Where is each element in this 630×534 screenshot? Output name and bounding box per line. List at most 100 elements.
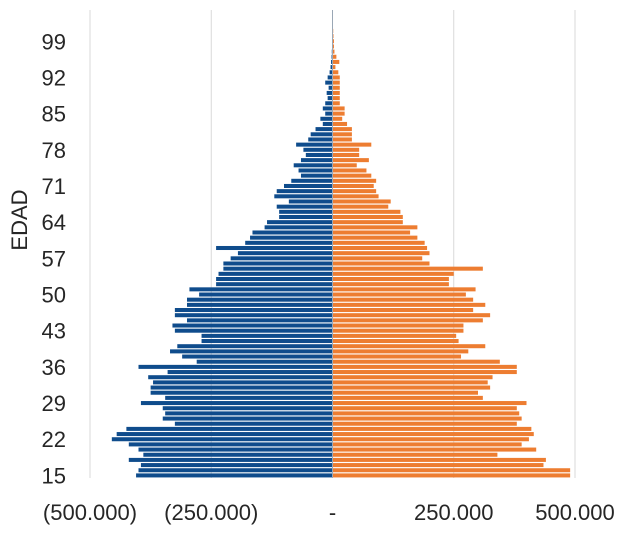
- bar-right-age-70: [332, 189, 377, 194]
- bar-left-age-76: [300, 158, 333, 163]
- y-tick-label-36: 36: [42, 355, 66, 380]
- bar-right-age-95: [332, 59, 340, 64]
- bar-left-age-41: [201, 339, 333, 344]
- bar-left-age-37: [196, 359, 333, 364]
- bar-right-age-59: [332, 245, 428, 251]
- bar-left-age-49: [187, 297, 333, 302]
- bar-right-age-36: [332, 364, 517, 369]
- bar-right-age-62: [332, 230, 411, 235]
- bar-right-age-63: [332, 225, 418, 230]
- bar-left-age-18: [128, 457, 333, 462]
- bar-left-age-22: [111, 437, 333, 442]
- bar-right-age-58: [332, 251, 430, 256]
- bar-left-age-35: [167, 370, 333, 375]
- bar-right-age-32: [332, 385, 491, 390]
- bar-right-age-19: [332, 452, 498, 457]
- bar-left-age-87: [325, 101, 333, 106]
- bar-right-age-16: [332, 468, 571, 473]
- x-tick-labels: (500.000) (250.000) - 250.000 500.000: [43, 500, 615, 525]
- bar-right-age-43: [332, 328, 464, 333]
- bars: [111, 10, 571, 478]
- bar-left-age-62: [252, 230, 333, 235]
- bar-left-age-17: [140, 463, 333, 468]
- bar-right-age-80: [332, 137, 352, 142]
- y-tick-label-99: 99: [42, 29, 66, 54]
- bar-left-age-73: [300, 173, 333, 178]
- bar-right-age-17: [332, 463, 544, 468]
- bar-right-age-90: [332, 85, 340, 90]
- bar-left-age-45: [187, 318, 333, 323]
- bar-right-age-85: [332, 111, 345, 116]
- bar-right-age-41: [332, 339, 459, 344]
- bar-left-age-61: [250, 235, 333, 240]
- bar-right-age-46: [332, 313, 491, 318]
- y-tick-label-22: 22: [42, 427, 66, 452]
- bar-left-age-43: [174, 328, 333, 333]
- y-tick-label-15: 15: [42, 463, 66, 488]
- bar-left-age-64: [267, 220, 333, 225]
- bar-right-age-44: [332, 323, 464, 328]
- bar-left-age-25: [174, 421, 333, 426]
- y-tick-label-50: 50: [42, 283, 66, 308]
- bar-right-age-40: [332, 344, 486, 349]
- bar-left-age-91: [325, 80, 333, 85]
- bar-right-age-68: [332, 199, 391, 204]
- bar-right-age-98: [332, 44, 334, 49]
- bar-left-age-42: [201, 333, 333, 338]
- bar-right-age-78: [332, 147, 360, 152]
- bar-left-age-38: [182, 354, 333, 359]
- bar-left-age-74: [298, 168, 333, 173]
- bar-right-age-39: [332, 349, 469, 354]
- bar-left-age-40: [177, 344, 333, 349]
- bar-left-age-75: [293, 163, 333, 168]
- bar-right-age-47: [332, 308, 474, 313]
- bar-left-age-15: [136, 473, 333, 478]
- bar-left-age-71: [284, 183, 333, 188]
- y-tick-label-78: 78: [42, 138, 66, 163]
- bar-left-age-69: [274, 194, 333, 199]
- bar-left-age-54: [218, 271, 333, 276]
- y-tick-label-71: 71: [42, 174, 66, 199]
- bar-right-age-31: [332, 390, 478, 395]
- bar-right-age-61: [332, 235, 418, 240]
- bar-left-age-30: [165, 395, 333, 400]
- bar-right-age-25: [332, 421, 517, 426]
- bar-right-age-82: [332, 127, 352, 132]
- x-tick-label-3: 250.000: [414, 500, 494, 525]
- bar-left-age-86: [322, 106, 333, 111]
- bar-left-age-46: [174, 313, 333, 318]
- bar-right-age-64: [332, 220, 403, 225]
- bar-right-age-42: [332, 333, 457, 338]
- bar-right-age-24: [332, 426, 532, 431]
- bar-left-age-20: [138, 447, 333, 452]
- bar-left-age-65: [279, 214, 333, 220]
- bar-right-age-22: [332, 437, 529, 442]
- bar-left-age-70: [276, 189, 333, 194]
- bar-left-age-21: [128, 442, 333, 447]
- bar-left-age-19: [143, 452, 333, 457]
- bar-left-age-28: [162, 406, 333, 411]
- bar-right-age-49: [332, 297, 474, 302]
- bar-right-age-97: [332, 49, 335, 54]
- bar-left-age-26: [162, 416, 333, 421]
- bar-left-age-44: [172, 323, 333, 328]
- bar-right-age-56: [332, 261, 430, 266]
- bar-left-age-77: [305, 152, 333, 157]
- bar-left-age-53: [216, 276, 333, 282]
- bar-right-age-27: [332, 411, 520, 416]
- bar-right-age-21: [332, 442, 522, 447]
- bar-left-age-94: [330, 65, 333, 70]
- bar-right-age-83: [332, 121, 348, 126]
- bar-left-age-92: [327, 75, 333, 80]
- bar-right-age-66: [332, 209, 401, 214]
- bar-left-age-27: [165, 411, 333, 416]
- bar-left-age-55: [223, 266, 333, 271]
- bar-right-age-23: [332, 432, 534, 437]
- bar-left-age-80: [308, 137, 333, 142]
- x-tick-label-4: 500.000: [535, 500, 615, 525]
- bar-right-age-87: [332, 101, 340, 106]
- bar-left-age-66: [279, 209, 333, 214]
- bar-right-age-26: [332, 416, 522, 421]
- bar-left-age-48: [187, 302, 333, 307]
